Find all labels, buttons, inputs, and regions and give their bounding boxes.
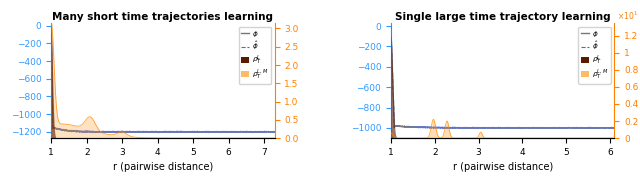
Title: Single large time trajectory learning: Single large time trajectory learning	[395, 12, 611, 22]
Title: Many short time trajectories learning: Many short time trajectories learning	[52, 12, 273, 22]
Legend: $\phi$, $\hat{\phi}$, $\rho_T^L$, $\rho_T^{L,M}$: $\phi$, $\hat{\phi}$, $\rho_T^L$, $\rho_…	[239, 27, 271, 84]
Legend: $\phi$, $\hat{\phi}$, $\rho_T^L$, $\rho_T^{L,M}$: $\phi$, $\hat{\phi}$, $\rho_T^L$, $\rho_…	[579, 27, 611, 84]
X-axis label: r (pairwise distance): r (pairwise distance)	[452, 162, 553, 172]
Text: $\times10^1$: $\times10^1$	[616, 9, 637, 22]
X-axis label: r (pairwise distance): r (pairwise distance)	[113, 162, 213, 172]
